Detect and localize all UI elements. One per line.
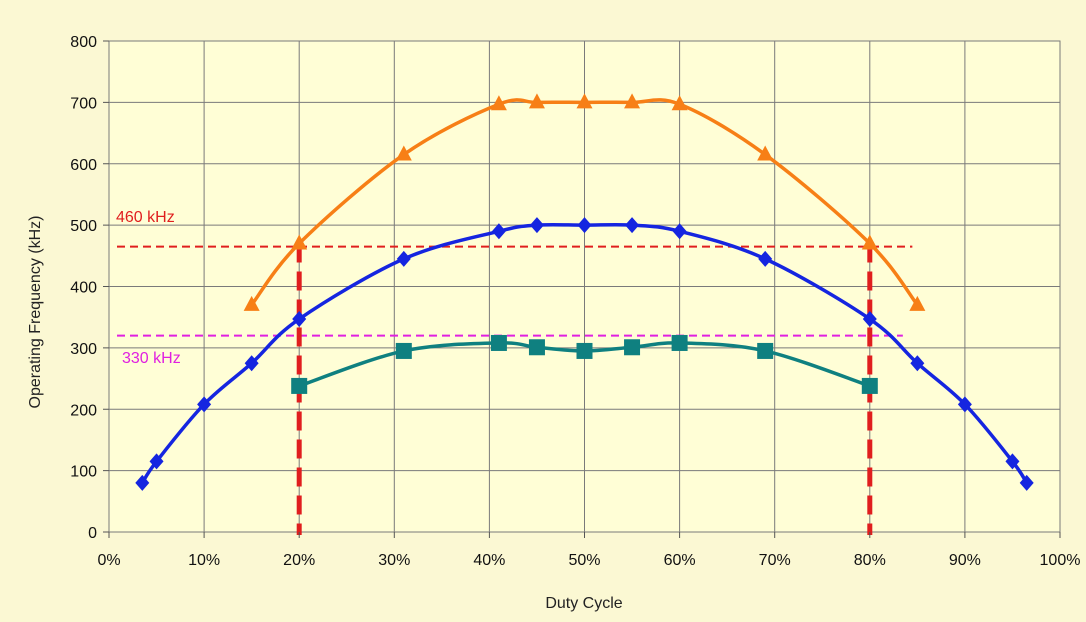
data-point-square — [671, 334, 688, 351]
x-tick-label: 20% — [283, 552, 315, 569]
data-point-diamond — [862, 311, 877, 328]
x-tick-label: 30% — [378, 552, 410, 569]
data-point-square — [757, 342, 774, 359]
tick-labels: 0% 10% 20% 30% 40% 50% 60% 70% 80% 90% 100% 0 100 200… — [70, 34, 1080, 569]
data-point-square — [861, 377, 878, 394]
y-axis-title: Operating Frequency (kHz) — [27, 216, 44, 409]
annotation-460khz: 460 kHz — [116, 209, 175, 226]
x-tick-label: 90% — [949, 552, 981, 569]
data-point-diamond — [625, 217, 640, 234]
data-point-diamond — [957, 396, 972, 413]
x-tick-label: 80% — [854, 552, 886, 569]
data-point-diamond — [396, 250, 411, 267]
data-point-square — [395, 342, 412, 359]
data-point-triangle — [490, 95, 507, 111]
data-point-diamond — [491, 223, 506, 240]
data-point-diamond — [672, 223, 687, 240]
x-tick-label: 40% — [473, 552, 505, 569]
series-triangle — [243, 93, 926, 311]
data-point-diamond — [1019, 474, 1034, 491]
data-point-diamond — [910, 355, 925, 372]
data-point-triangle — [291, 234, 308, 250]
data-point-triangle — [757, 145, 774, 161]
x-tick-label: 50% — [568, 552, 600, 569]
data-point-square — [576, 342, 593, 359]
data-point-triangle — [671, 95, 688, 111]
y-tick-label: 0 — [88, 525, 97, 542]
data-point-square — [624, 339, 641, 356]
y-tick-label: 400 — [70, 280, 97, 297]
data-point-diamond — [1005, 453, 1020, 470]
series-diamond — [135, 217, 1034, 491]
x-axis-title: Duty Cycle — [545, 595, 622, 612]
y-tick-label: 300 — [70, 341, 97, 358]
data-point-diamond — [135, 474, 150, 491]
y-tick-label: 100 — [70, 464, 97, 481]
annotation-330khz: 330 kHz — [122, 350, 181, 367]
data-point-triangle — [861, 234, 878, 250]
x-tick-label: 60% — [664, 552, 696, 569]
x-tick-label: 0% — [97, 552, 120, 569]
data-point-diamond — [244, 355, 259, 372]
data-point-triangle — [909, 295, 926, 311]
y-tick-label: 800 — [70, 34, 97, 51]
data-point-diamond — [197, 396, 212, 413]
data-point-square — [528, 339, 545, 356]
series-square — [291, 334, 878, 394]
data-point-triangle — [395, 145, 412, 161]
series-layer — [135, 93, 1034, 491]
data-point-square — [490, 334, 507, 351]
x-tick-label: 70% — [759, 552, 791, 569]
data-point-triangle — [624, 93, 641, 109]
data-point-diamond — [577, 217, 592, 234]
data-point-triangle — [528, 93, 545, 109]
data-point-diamond — [529, 217, 544, 234]
x-tick-label: 10% — [188, 552, 220, 569]
x-tick-label: 100% — [1040, 552, 1081, 569]
data-point-diamond — [292, 311, 307, 328]
data-point-square — [291, 377, 308, 394]
y-tick-label: 500 — [70, 218, 97, 235]
data-point-diamond — [149, 453, 164, 470]
y-tick-label: 600 — [70, 157, 97, 174]
y-tick-label: 700 — [70, 95, 97, 112]
data-point-triangle — [243, 295, 260, 311]
data-point-diamond — [758, 250, 773, 267]
data-point-triangle — [576, 93, 593, 109]
y-tick-label: 200 — [70, 402, 97, 419]
